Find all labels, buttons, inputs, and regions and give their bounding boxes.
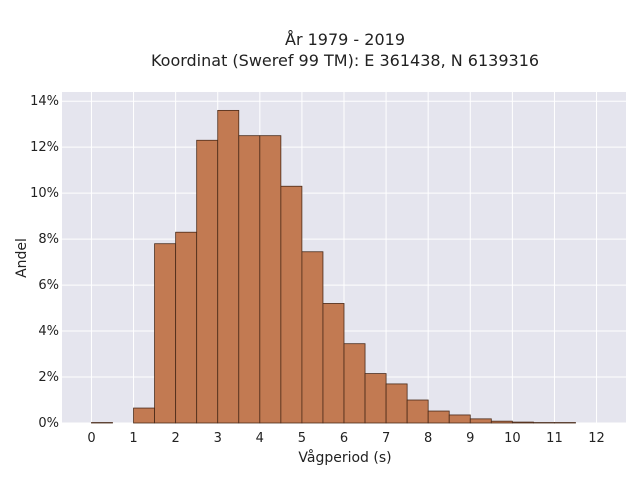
y-tick-label: 14% <box>30 94 59 109</box>
x-tick-label: 9 <box>466 431 474 446</box>
chart-title-line-1: År 1979 - 2019 <box>285 30 405 49</box>
chart-title-line-2: Koordinat (Sweref 99 TM): E 361438, N 61… <box>151 51 539 70</box>
histogram-bar-6 <box>217 109 240 424</box>
histogram-bar-7 <box>238 135 261 424</box>
x-tick-label: 3 <box>214 431 222 446</box>
x-tick-label: 1 <box>129 431 137 446</box>
x-tick-label: 0 <box>87 431 95 446</box>
histogram-bar-17 <box>448 414 471 424</box>
x-axis-ticks: 0 1 2 3 4 5 6 7 8 9 10 11 12 <box>87 431 604 446</box>
y-tick-label: 2% <box>38 370 59 385</box>
x-tick-label: 7 <box>382 431 390 446</box>
histogram-bar-4 <box>175 231 198 424</box>
x-tick-label: 5 <box>298 431 306 446</box>
x-tick-label: 12 <box>588 431 605 446</box>
x-tick-label: 4 <box>256 431 264 446</box>
histogram-bar-20 <box>511 421 534 424</box>
histogram-bar-3 <box>154 243 177 424</box>
histogram-bar-15 <box>406 399 429 424</box>
histogram-bar-11 <box>322 303 345 424</box>
y-axis-ticks: 0% 2% 4% 6% 8% 10% 12% 14% <box>30 94 59 431</box>
y-tick-label: 6% <box>38 278 59 293</box>
x-tick-label: 8 <box>424 431 432 446</box>
histogram-bar-14 <box>385 383 408 424</box>
y-tick-label: 0% <box>38 416 59 431</box>
x-tick-label: 6 <box>340 431 348 446</box>
x-axis-label: Vågperiod (s) <box>298 449 391 466</box>
x-tick-label: 2 <box>172 431 180 446</box>
x-tick-label: 10 <box>504 431 521 446</box>
histogram-bar-13 <box>364 373 387 424</box>
x-tick-label: 11 <box>546 431 563 446</box>
histogram-bar-19 <box>490 420 513 424</box>
y-tick-label: 12% <box>30 140 59 155</box>
histogram-bar-9 <box>280 185 303 424</box>
histogram-bar-12 <box>343 343 366 424</box>
histogram-bar-8 <box>259 135 282 424</box>
histogram-bar-2 <box>133 407 155 424</box>
histogram-bar-18 <box>469 418 492 424</box>
histogram-bar-10 <box>301 251 324 424</box>
histogram-bar-16 <box>427 410 450 424</box>
y-axis-label: Andel <box>14 238 30 278</box>
y-tick-label: 4% <box>38 324 59 339</box>
y-tick-label: 10% <box>30 186 59 201</box>
histogram-bars <box>91 109 576 424</box>
histogram-bar-5 <box>196 139 219 424</box>
y-tick-label: 8% <box>38 232 59 247</box>
